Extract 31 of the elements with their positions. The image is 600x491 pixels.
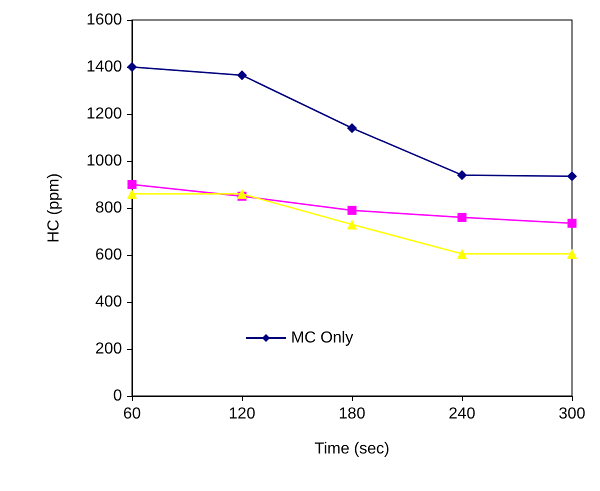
y-axis-title: HC (ppm)	[46, 173, 62, 243]
y-tick-label: 1600	[86, 12, 122, 28]
point	[567, 171, 577, 182]
point	[567, 248, 577, 259]
y-tick-label: 600	[95, 246, 122, 264]
point	[237, 188, 247, 199]
x-tick-label: 240	[448, 406, 476, 422]
y-tick-label: 400	[95, 294, 122, 310]
y-tick-label: 1400	[86, 58, 122, 76]
legend-label: MC Only	[291, 330, 354, 346]
point	[127, 62, 137, 72]
y-tick-label: 1200	[86, 106, 122, 122]
x-tick-label: 300	[558, 406, 586, 422]
point	[457, 248, 467, 259]
point	[568, 218, 576, 228]
y-tick-label: 200	[95, 340, 122, 358]
point	[127, 188, 137, 199]
point	[348, 206, 356, 215]
point	[457, 170, 467, 180]
y-tick-label: 1000	[86, 152, 122, 170]
x-tick-label: 60	[123, 406, 141, 422]
point	[347, 219, 357, 230]
point	[237, 70, 247, 80]
y-tick-label: 800	[95, 200, 122, 216]
x-axis-title: Time (sec)	[314, 440, 390, 458]
point	[347, 123, 357, 134]
x-tick-label: 180	[338, 406, 366, 422]
x-tick-label: 120	[228, 406, 256, 422]
point	[458, 212, 466, 222]
y-tick-label: 0	[113, 388, 122, 404]
point	[128, 180, 136, 189]
